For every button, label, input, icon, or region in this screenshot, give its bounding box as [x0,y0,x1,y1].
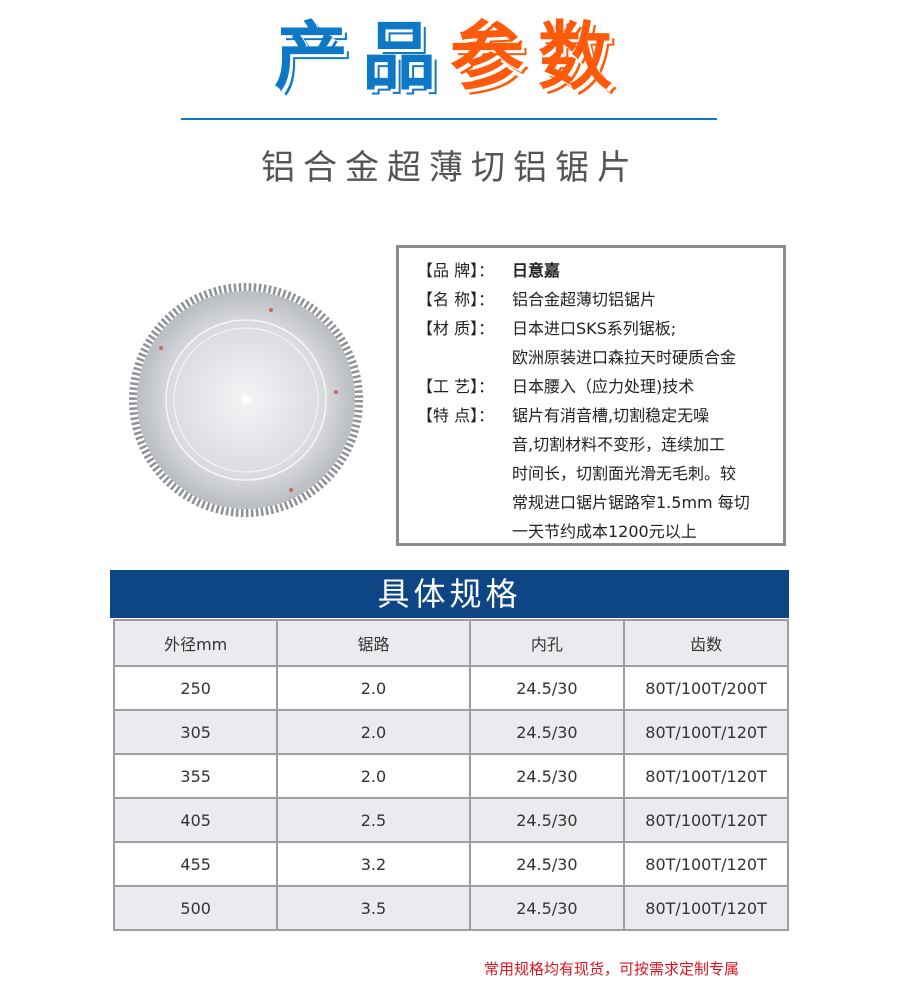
table-cell: 24.5/30 [468,665,626,711]
title-blue: 产品 [274,14,450,100]
table-cell: 500 [112,885,279,931]
spec-material-cont: 欧洲原装进口森拉天时硬质合金 [417,343,783,372]
spec-features-cont: 常规进口锯片锯路窄1.5mm 每切 [417,488,783,517]
table-cell: 80T/100T/120T [623,709,789,755]
table-cell: 405 [112,797,279,843]
table-cell: 24.5/30 [468,797,626,843]
spec-value: 日本腰入（应力处理)技术 [512,377,695,396]
spec-value: 日意嘉 [512,261,561,280]
table-cell: 2.0 [276,709,471,755]
table-row: 500 3.5 24.5/30 80T/100T/120T [112,885,789,931]
table-cell: 355 [112,753,279,799]
spec-features: 【特 点】： 锯片有消音槽,切割稳定无噪 [417,401,783,430]
spec-features-cont: 一天节约成本1200元以上 [417,517,783,546]
spec-features-cont: 时间长，切割面光滑无毛刺。较 [417,459,783,488]
table-cell: 305 [112,709,279,755]
spec-value: 时间长，切割面光滑无毛刺。较 [512,464,737,483]
table-cell: 2.5 [276,797,471,843]
spec-label: 【名 称】： [417,290,495,309]
spec-table-title: 具体规格 [110,570,789,618]
hero-title: 产品参数 [0,12,900,102]
spec-label: 【工 艺】： [417,377,495,396]
spec-value: 锯片有消音槽,切割稳定无噪 [512,406,710,425]
table-cell: 24.5/30 [468,753,626,799]
spec-process: 【工 艺】： 日本腰入（应力处理)技术 [417,372,783,401]
table-row: 250 2.0 24.5/30 80T/100T/200T [112,665,789,711]
spec-label: 【特 点】： [417,406,495,425]
spec-label: 【材 质】： [417,319,495,338]
table-cell: 80T/100T/120T [623,885,789,931]
table-row: 355 2.0 24.5/30 80T/100T/120T [112,753,789,799]
spec-value: 音,切割材料不变形，连续加工 [512,435,726,454]
spec-box: 【品 牌】： 日意嘉 【名 称】： 铝合金超薄切铝锯片 【材 质】： 日本进口SKS系… [396,245,786,546]
spec-label: 【品 牌】： [417,261,495,280]
spec-brand: 【品 牌】： 日意嘉 [417,256,783,285]
table-cell: 2.0 [276,753,471,799]
spec-value: 欧洲原装进口森拉天时硬质合金 [512,348,737,367]
header-cell: 锯路 [276,619,471,667]
title-orange: 参数 [450,14,626,100]
divider [181,118,717,120]
header-cell: 外径mm [112,619,279,667]
table-cell: 3.2 [276,841,471,887]
table-cell: 24.5/30 [468,709,626,755]
spec-table: 外径mm 锯路 内孔 齿数 250 2.0 24.5/30 80T/100T/200T… [112,619,789,931]
spec-material: 【材 质】： 日本进口SKS系列锯板; [417,314,783,343]
table-cell: 24.5/30 [468,885,626,931]
table-cell: 80T/100T/120T [623,841,789,887]
table-cell: 80T/100T/200T [623,665,789,711]
product-name: 铝合金超薄切铝锯片 [261,148,639,188]
spec-value: 铝合金超薄切铝锯片 [512,290,657,309]
saw-blade-image [129,283,363,517]
table-row: 455 3.2 24.5/30 80T/100T/120T [112,841,789,887]
table-header: 外径mm 锯路 内孔 齿数 [112,619,789,667]
spec-features-cont: 音,切割材料不变形，连续加工 [417,430,783,459]
table-cell: 455 [112,841,279,887]
spec-value: 日本进口SKS系列锯板; [512,319,677,338]
spec-value: 一天节约成本1200元以上 [512,522,697,541]
spec-name: 【名 称】： 铝合金超薄切铝锯片 [417,285,783,314]
header-cell: 齿数 [623,619,789,667]
table-row: 305 2.0 24.5/30 80T/100T/120T [112,709,789,755]
spec-value: 常规进口锯片锯路窄1.5mm 每切 [512,493,750,512]
table-cell: 80T/100T/120T [623,797,789,843]
table-cell: 250 [112,665,279,711]
table-cell: 80T/100T/120T [623,753,789,799]
stock-note: 常用规格均有现货，可按需求定制专属 [484,960,740,978]
table-cell: 24.5/30 [468,841,626,887]
table-row: 405 2.5 24.5/30 80T/100T/120T [112,797,789,843]
header-cell: 内孔 [468,619,626,667]
table-cell: 2.0 [276,665,471,711]
table-cell: 3.5 [276,885,471,931]
